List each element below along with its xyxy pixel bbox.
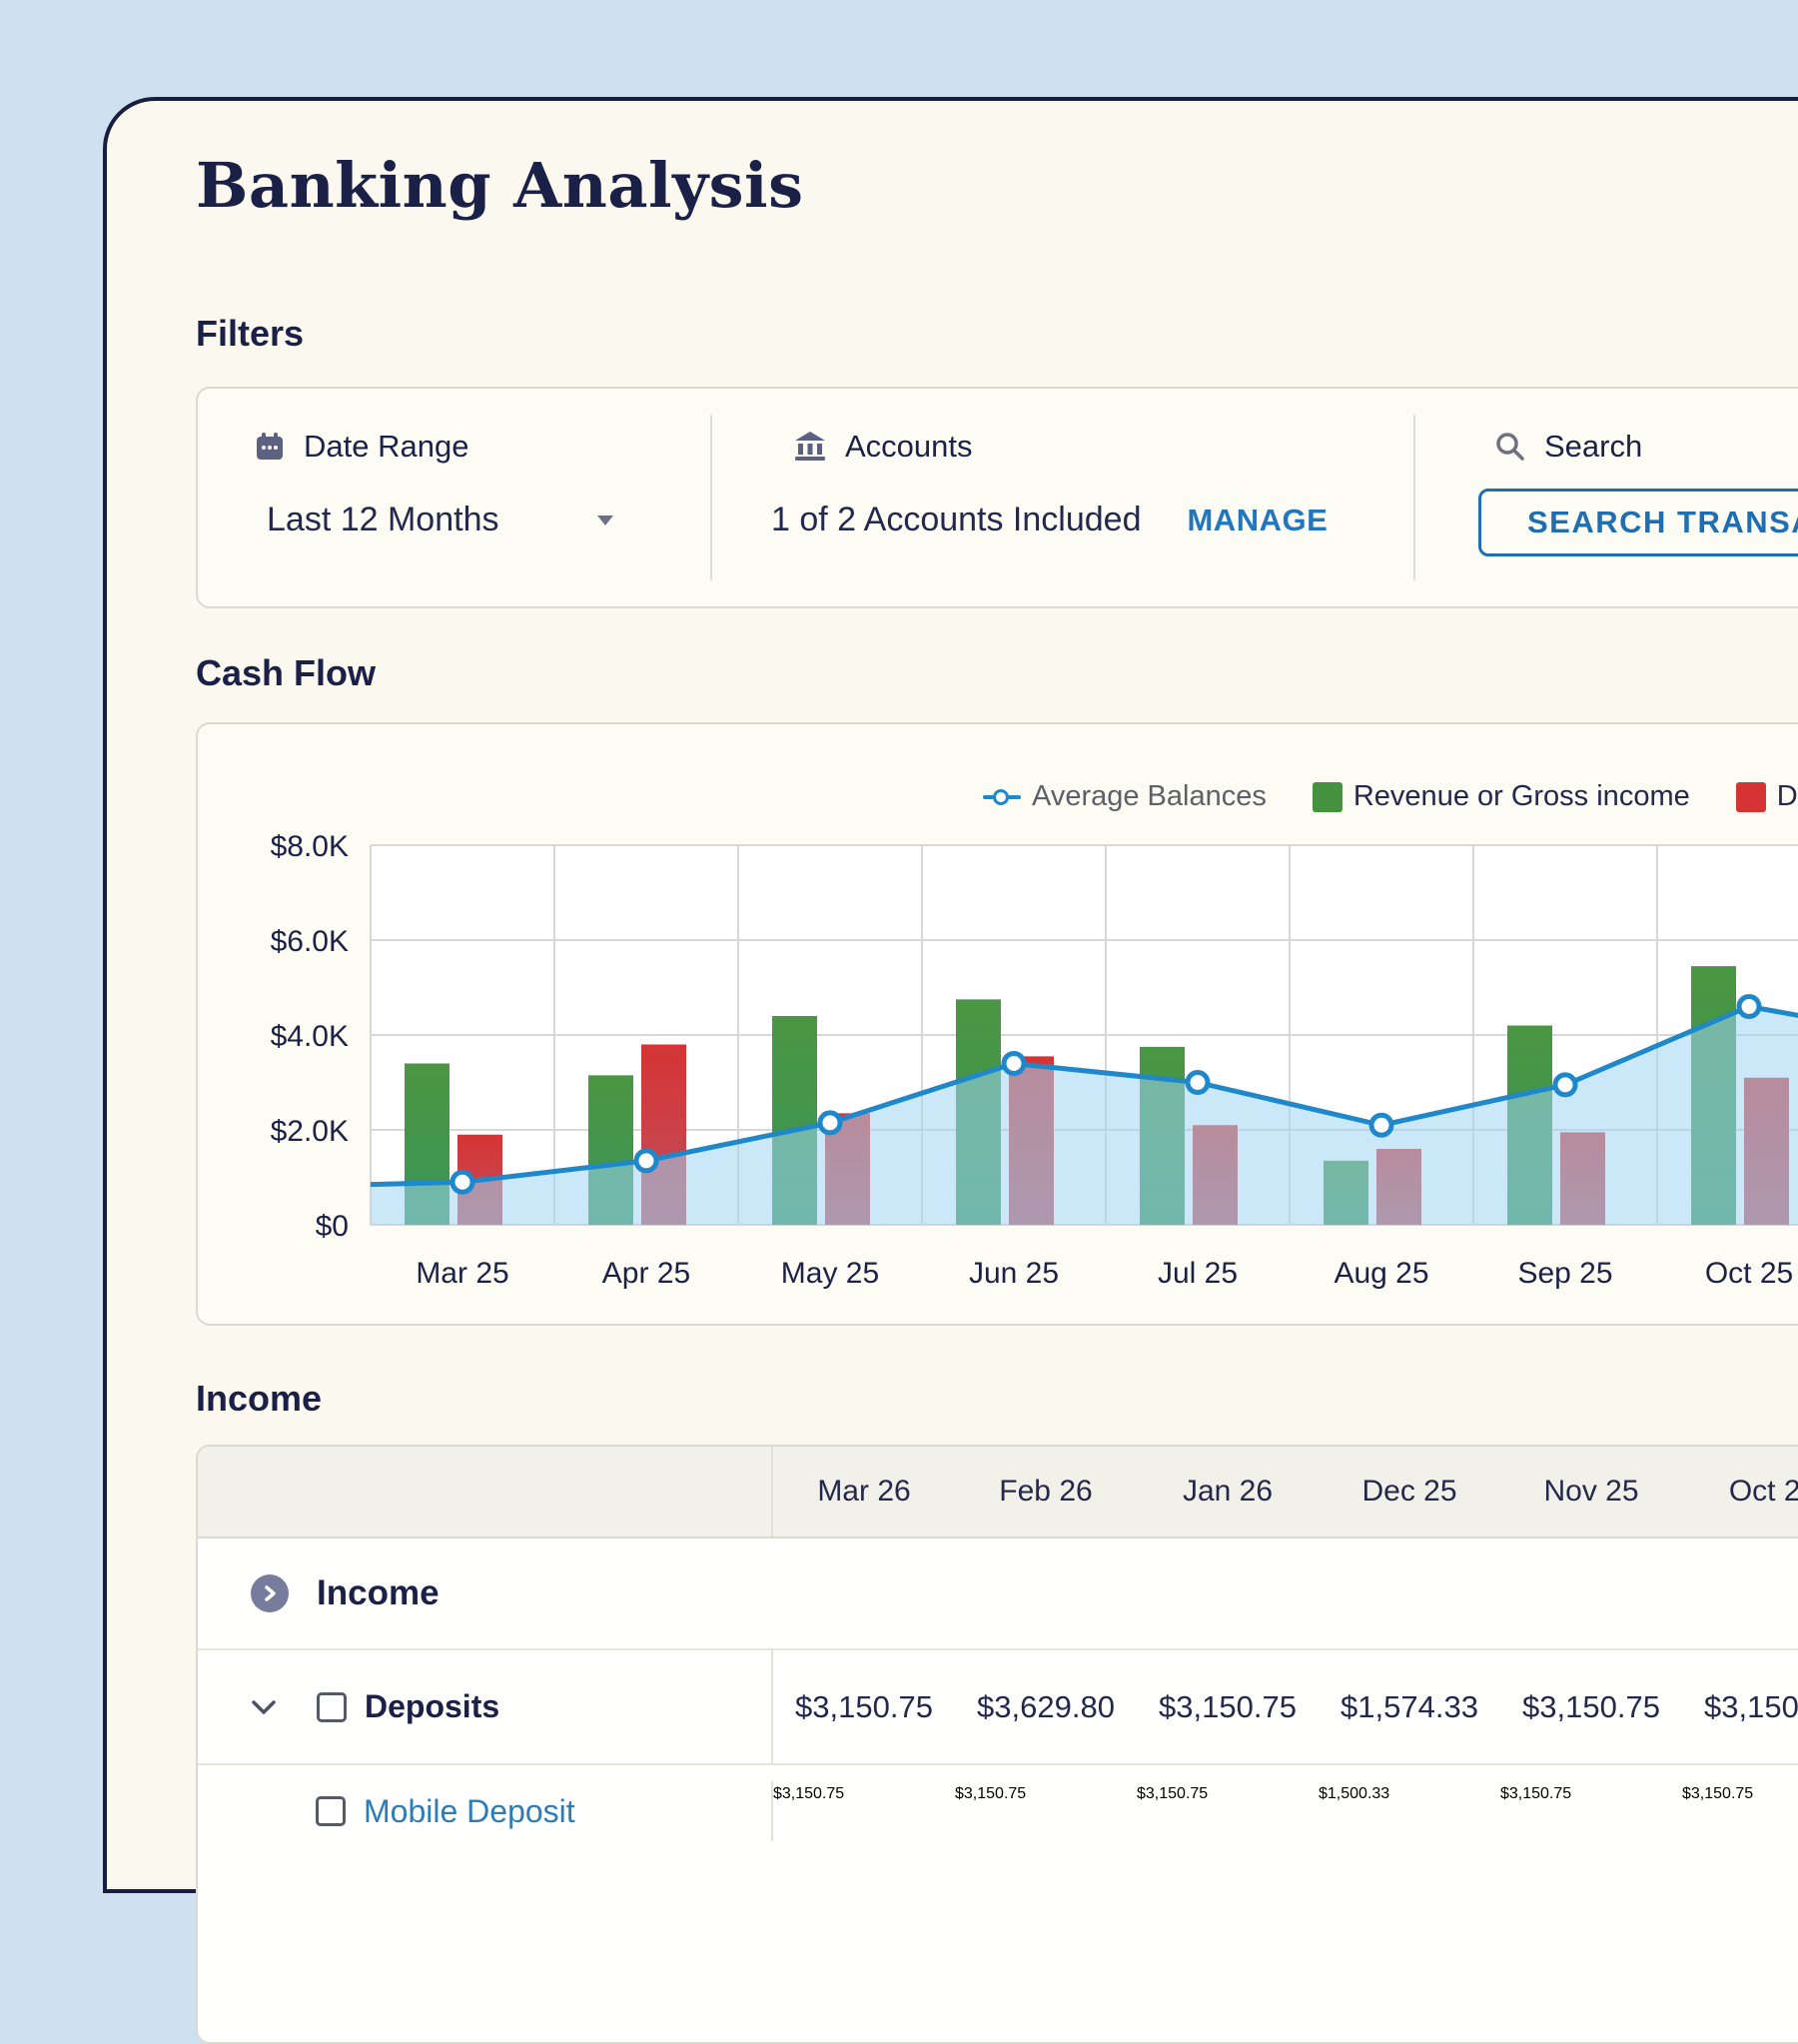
table-row: Deposits $3,150.75 $3,629.80 $3,150.75 $… (198, 1650, 1798, 1765)
column-header: Nov 25 (1543, 1475, 1639, 1508)
date-range-select[interactable]: Last 12 Months (267, 501, 614, 539)
cell-value: $3,150.75 (1500, 1785, 1572, 1802)
accounts-label-row: Accounts (793, 429, 973, 465)
calendar-icon (254, 431, 286, 463)
search-label: Search (1544, 429, 1643, 464)
svg-text:Oct 25: Oct 25 (1705, 1257, 1793, 1290)
red-swatch-icon (1735, 781, 1766, 812)
cell-value: $3,150.75 (1137, 1785, 1209, 1802)
expand-group-icon[interactable] (251, 1574, 289, 1612)
line-marker-icon (983, 788, 1021, 805)
accounts-label: Accounts (845, 429, 973, 464)
column-header: Oct 25 (1728, 1475, 1798, 1508)
cell-value: $3,150.75 (795, 1688, 933, 1724)
svg-text:Mar 25: Mar 25 (416, 1257, 508, 1290)
filter-divider (1413, 415, 1415, 580)
cell-value: $3,629.80 (977, 1688, 1115, 1724)
chart-legend: Average Balances Revenue or Gross income… (983, 780, 1798, 813)
header-empty-cell (198, 1447, 773, 1536)
search-transactions-button[interactable]: SEARCH TRANSACTIONS (1478, 489, 1798, 556)
column-header: Mar 26 (817, 1475, 911, 1508)
legend-item-revenue: Revenue or Gross income (1312, 780, 1690, 813)
svg-text:$2.0K: $2.0K (271, 1115, 349, 1148)
svg-text:Sep 25: Sep 25 (1517, 1257, 1612, 1290)
svg-text:Apr 25: Apr 25 (602, 1257, 690, 1290)
legend-label: Revenue or Gross income (1352, 780, 1690, 812)
search-label-row: Search (1494, 429, 1642, 465)
svg-text:$4.0K: $4.0K (271, 1020, 349, 1053)
column-header: Feb 26 (999, 1475, 1093, 1508)
cell-value: $3,150.75 (1704, 1688, 1798, 1724)
income-heading: Income (196, 1378, 323, 1419)
cell-value: $3,150.75 (955, 1785, 1027, 1802)
legend-label: Debt Service (1776, 780, 1798, 812)
income-table: Mar 26 Feb 26 Jan 26 Dec 25 Nov 25 Oct 2… (196, 1445, 1798, 2044)
cell-value: $1,500.33 (1319, 1785, 1390, 1802)
filters-panel: Date Range Last 12 Months Accounts 1 (196, 387, 1798, 608)
cell-value: $3,150.75 (1682, 1785, 1754, 1802)
column-header: Jan 26 (1182, 1475, 1274, 1508)
bank-icon (793, 431, 827, 463)
main-card: Banking Analysis Filters Date Range Last… (103, 97, 1798, 2044)
cell-value: $1,574.33 (1341, 1688, 1478, 1724)
legend-label: Average Balances (1032, 780, 1267, 812)
svg-text:May 25: May 25 (781, 1257, 879, 1290)
cell-value: $3,150.75 (1159, 1688, 1297, 1724)
collapse-row-icon[interactable] (251, 1699, 277, 1715)
legend-item-average-balances: Average Balances (983, 780, 1267, 813)
filter-divider (710, 415, 712, 580)
income-group-row: Income (198, 1538, 1798, 1650)
filters-heading: Filters (196, 313, 305, 354)
date-range-label: Date Range (304, 429, 469, 464)
svg-text:$8.0K: $8.0K (271, 830, 349, 863)
cell-value: $3,150.75 (1522, 1688, 1660, 1724)
cash-flow-chart: $0 $2.0K $4.0K $6.0K $8.0K Mar 25 Apr 25 May 25… (271, 830, 1798, 1290)
table-header-row: Mar 26 Feb 26 Jan 26 Dec 25 Nov 25 Oct 2… (198, 1447, 1798, 1538)
cash-flow-heading: Cash Flow (196, 652, 377, 693)
svg-text:$6.0K: $6.0K (271, 925, 349, 958)
svg-text:Jun 25: Jun 25 (969, 1257, 1059, 1290)
svg-text:Jul 25: Jul 25 (1158, 1257, 1238, 1290)
column-header: Dec 25 (1361, 1475, 1457, 1508)
cash-flow-panel: Average Balances Revenue or Gross income… (196, 722, 1798, 1326)
green-swatch-icon (1312, 781, 1343, 812)
manage-accounts-link[interactable]: MANAGE (1187, 502, 1329, 537)
svg-text:$0: $0 (316, 1210, 349, 1243)
table-row: Mobile Deposit $3,150.75 $3,150.75 $3,15… (198, 1765, 1798, 1878)
date-range-label-row: Date Range (254, 429, 468, 465)
row-link-label[interactable]: Mobile Deposit (364, 1792, 575, 1829)
accounts-included-text: 1 of 2 Accounts Included (771, 501, 1142, 538)
chevron-down-icon (596, 514, 614, 526)
row-label: Deposits (365, 1688, 500, 1724)
mobile-deposit-checkbox[interactable] (316, 1796, 346, 1826)
income-group-label: Income (317, 1573, 440, 1612)
page-title: Banking Analysis (196, 149, 804, 222)
search-icon (1494, 431, 1526, 463)
legend-item-debt-service: Debt Service (1735, 780, 1798, 813)
svg-text:Aug 25: Aug 25 (1334, 1257, 1428, 1290)
cell-value: $3,150.75 (773, 1785, 845, 1802)
deposits-checkbox[interactable] (317, 1691, 347, 1722)
date-range-value: Last 12 Months (267, 501, 499, 538)
